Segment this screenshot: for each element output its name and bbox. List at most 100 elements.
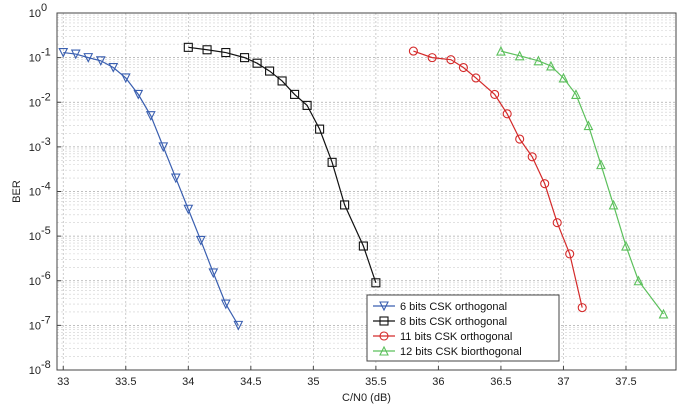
y-tick-label: 10 (29, 231, 41, 243)
x-tick-label: 34 (182, 376, 194, 388)
legend-marker (379, 316, 389, 326)
x-tick-label: 37 (557, 376, 569, 388)
data-point (633, 275, 644, 286)
y-tick-exponent: -3 (41, 136, 51, 148)
data-point (596, 159, 606, 170)
data-point (371, 278, 381, 288)
y-tick-exponent: -5 (41, 225, 51, 237)
data-point (546, 60, 556, 71)
x-tick-label: 36.5 (490, 376, 511, 388)
x-tick-label: 35 (307, 376, 319, 388)
data-point (252, 58, 262, 68)
legend-label: 12 bits CSK biorthogonal (400, 346, 522, 358)
data-point (358, 241, 368, 251)
data-point (427, 53, 437, 63)
data-point (577, 303, 587, 313)
data-point (515, 134, 525, 144)
y-tick-exponent: -2 (41, 91, 51, 103)
data-point (290, 89, 300, 99)
data-point (608, 199, 619, 210)
series-group (58, 42, 669, 331)
series-3 (408, 46, 587, 313)
data-point (408, 46, 418, 56)
data-point (108, 62, 119, 73)
data-point (83, 53, 94, 63)
x-tick-label: 33 (57, 376, 69, 388)
data-point (202, 45, 212, 55)
series-1 (58, 47, 244, 331)
x-tick-label: 34.5 (240, 376, 261, 388)
data-point (277, 76, 287, 86)
series-line (500, 50, 664, 315)
data-point (471, 73, 481, 83)
data-point (183, 42, 193, 52)
data-point (658, 308, 669, 319)
data-point (621, 240, 631, 251)
y-tick-label: 10 (29, 97, 41, 109)
data-point (208, 268, 219, 279)
y-axis-label: BER (11, 180, 23, 203)
series-line (413, 50, 583, 308)
data-point (527, 152, 537, 162)
data-point (183, 204, 194, 215)
data-point (170, 173, 181, 184)
series-2 (183, 42, 381, 288)
data-point (571, 89, 581, 99)
legend-marker (379, 331, 389, 341)
data-point (565, 249, 575, 259)
y-tick-label: 10 (29, 8, 41, 20)
data-point (446, 55, 456, 65)
data-point (514, 50, 525, 61)
series-line (188, 46, 377, 283)
data-point (533, 55, 544, 66)
x-tick-label: 35.5 (365, 376, 386, 388)
data-point (58, 47, 69, 58)
data-point (583, 120, 594, 131)
legend-box (366, 294, 560, 362)
data-point (70, 49, 81, 60)
legend-marker (379, 345, 389, 356)
y-tick-exponent: 0 (41, 2, 47, 14)
y-tick-label: 10 (29, 320, 41, 332)
tick-labels: 33 33.5 34 34.5 35 35.5 36 36.5 37 37.510 010 -110-… (29, 2, 637, 388)
y-tick-exponent: -6 (41, 270, 51, 282)
y-tick-exponent: -8 (41, 359, 51, 371)
legend-marker (379, 301, 389, 312)
data-point (458, 62, 468, 73)
data-point (540, 179, 550, 189)
data-point (490, 89, 500, 99)
y-tick-label: 10 (29, 365, 41, 377)
data-point (315, 124, 325, 134)
data-point (496, 45, 506, 56)
x-tick-label: 33.5 (115, 376, 136, 388)
x-tick-label: 36 (432, 376, 444, 388)
data-point (133, 89, 144, 100)
data-point (302, 100, 312, 110)
legend: 6 bits CSK orthogonal 8 bits CSK orthogon… (366, 294, 560, 362)
y-tick-label: 10 (29, 276, 41, 288)
legend-label: 6 bits CSK orthogonal (400, 301, 507, 313)
data-point (558, 72, 569, 83)
y-tick-exponent: -1 (41, 47, 51, 59)
data-point (233, 320, 244, 331)
y-tick-exponent: -7 (41, 314, 51, 326)
data-point (95, 56, 106, 67)
data-point (195, 235, 206, 246)
legend-item: 11 bits CSK orthogonal (373, 331, 512, 343)
data-point (240, 53, 250, 63)
legend-item: 12 bits CSK biorthogonal (373, 345, 522, 358)
x-axis-label: C/N0 (dB) (342, 392, 391, 404)
data-point (552, 218, 562, 228)
data-point (158, 142, 169, 153)
data-point (120, 73, 131, 84)
legend-label: 8 bits CSK orthogonal (400, 316, 507, 328)
data-point (220, 299, 231, 310)
legend-label: 11 bits CSK orthogonal (400, 331, 512, 343)
y-tick-label: 10 (29, 187, 41, 199)
series-line (63, 51, 239, 326)
data-point (327, 157, 337, 167)
data-point (265, 66, 275, 76)
y-tick-label: 10 (29, 142, 41, 154)
data-point (340, 200, 350, 210)
